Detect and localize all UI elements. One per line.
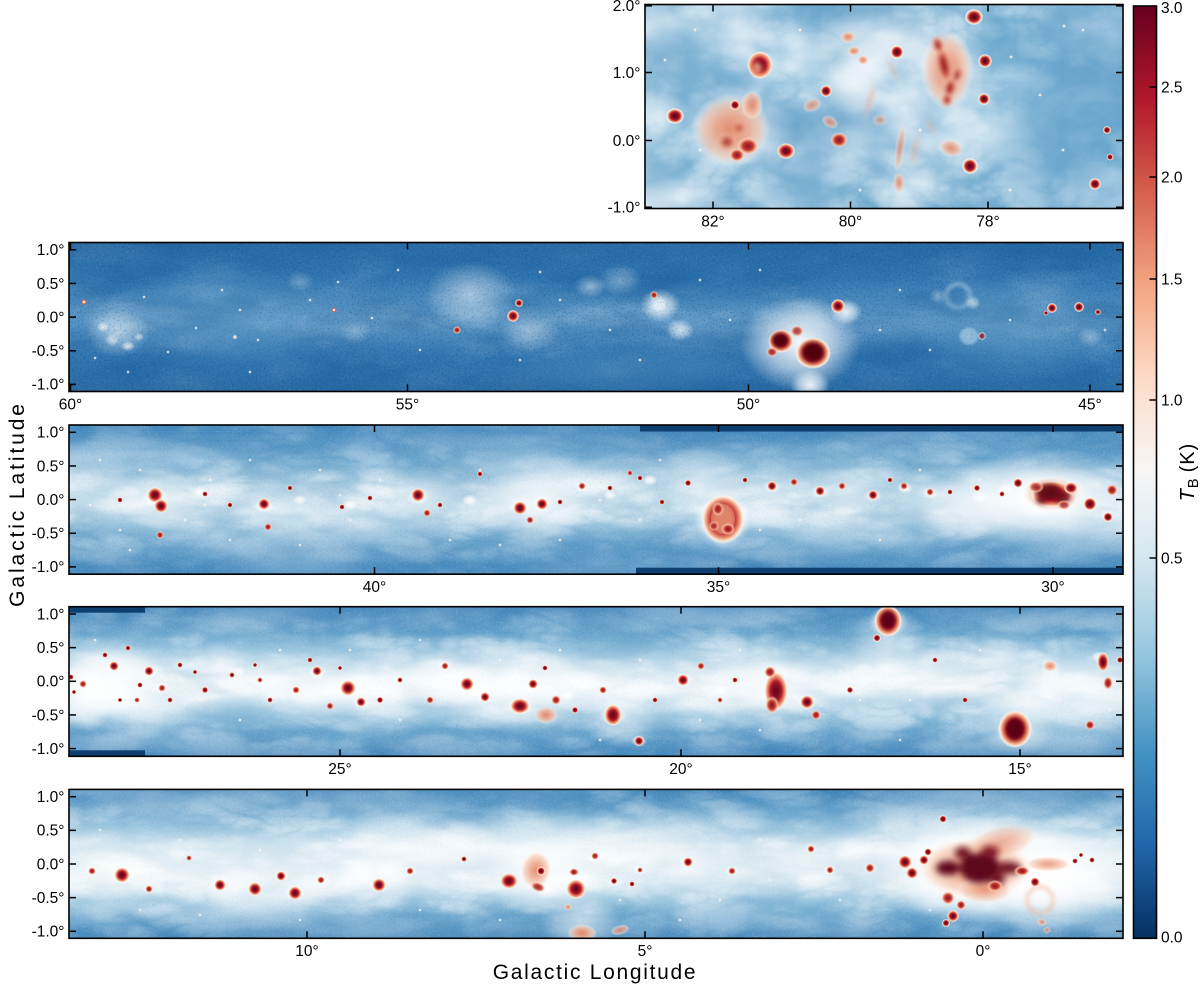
svg-text:78°: 78° [976, 213, 999, 230]
svg-text:0.0°: 0.0° [613, 133, 641, 150]
svg-text:1.0°: 1.0° [37, 242, 65, 259]
svg-text:3.0: 3.0 [1161, 0, 1183, 17]
svg-text:25°: 25° [328, 761, 351, 778]
svg-text:5°: 5° [638, 943, 653, 960]
svg-text:20°: 20° [669, 761, 692, 778]
svg-text:0.0°: 0.0° [37, 674, 65, 691]
svg-text:0.0°: 0.0° [37, 309, 65, 326]
svg-text:0.5°: 0.5° [37, 640, 65, 657]
svg-text:55°: 55° [396, 396, 419, 413]
svg-text:-1.0°: -1.0° [32, 377, 65, 394]
svg-text:-1.0°: -1.0° [32, 741, 65, 758]
svg-text:82°: 82° [701, 213, 724, 230]
svg-text:60°: 60° [59, 396, 82, 413]
svg-text:1.0°: 1.0° [37, 789, 65, 806]
svg-text:35°: 35° [707, 579, 730, 596]
svg-text:2.0°: 2.0° [613, 0, 641, 15]
svg-text:0.5°: 0.5° [37, 823, 65, 840]
svg-text:-0.5°: -0.5° [32, 526, 65, 543]
svg-text:0.0°: 0.0° [37, 492, 65, 509]
svg-text:1.0°: 1.0° [613, 65, 641, 82]
svg-text:0.5°: 0.5° [37, 276, 65, 293]
svg-text:45°: 45° [1078, 396, 1101, 413]
svg-text:15°: 15° [1008, 761, 1031, 778]
svg-text:Galactic Longitude: Galactic Longitude [493, 961, 698, 984]
svg-text:0.5: 0.5 [1161, 550, 1183, 567]
svg-text:-1.0°: -1.0° [32, 559, 65, 576]
svg-text:0.5°: 0.5° [37, 458, 65, 475]
svg-text:TB (K): TB (K) [1177, 443, 1200, 502]
svg-text:Galactic Latitude: Galactic Latitude [6, 401, 29, 607]
svg-text:0.0°: 0.0° [37, 856, 65, 873]
svg-text:50°: 50° [737, 396, 760, 413]
svg-text:1.0: 1.0 [1161, 392, 1183, 409]
svg-text:30°: 30° [1041, 579, 1064, 596]
svg-text:0°: 0° [976, 943, 991, 960]
svg-text:0.0: 0.0 [1161, 929, 1183, 946]
svg-text:40°: 40° [363, 579, 386, 596]
svg-text:80°: 80° [839, 213, 862, 230]
svg-text:1.0°: 1.0° [37, 606, 65, 623]
svg-text:10°: 10° [295, 943, 318, 960]
svg-text:-0.5°: -0.5° [32, 707, 65, 724]
svg-text:1.5: 1.5 [1161, 271, 1183, 288]
svg-text:-1.0°: -1.0° [32, 924, 65, 941]
svg-text:-0.5°: -0.5° [32, 343, 65, 360]
svg-text:1.0°: 1.0° [37, 425, 65, 442]
svg-text:2.5: 2.5 [1161, 79, 1183, 96]
svg-text:-0.5°: -0.5° [32, 890, 65, 907]
svg-text:2.0: 2.0 [1161, 169, 1183, 186]
svg-text:-1.0°: -1.0° [608, 200, 641, 217]
